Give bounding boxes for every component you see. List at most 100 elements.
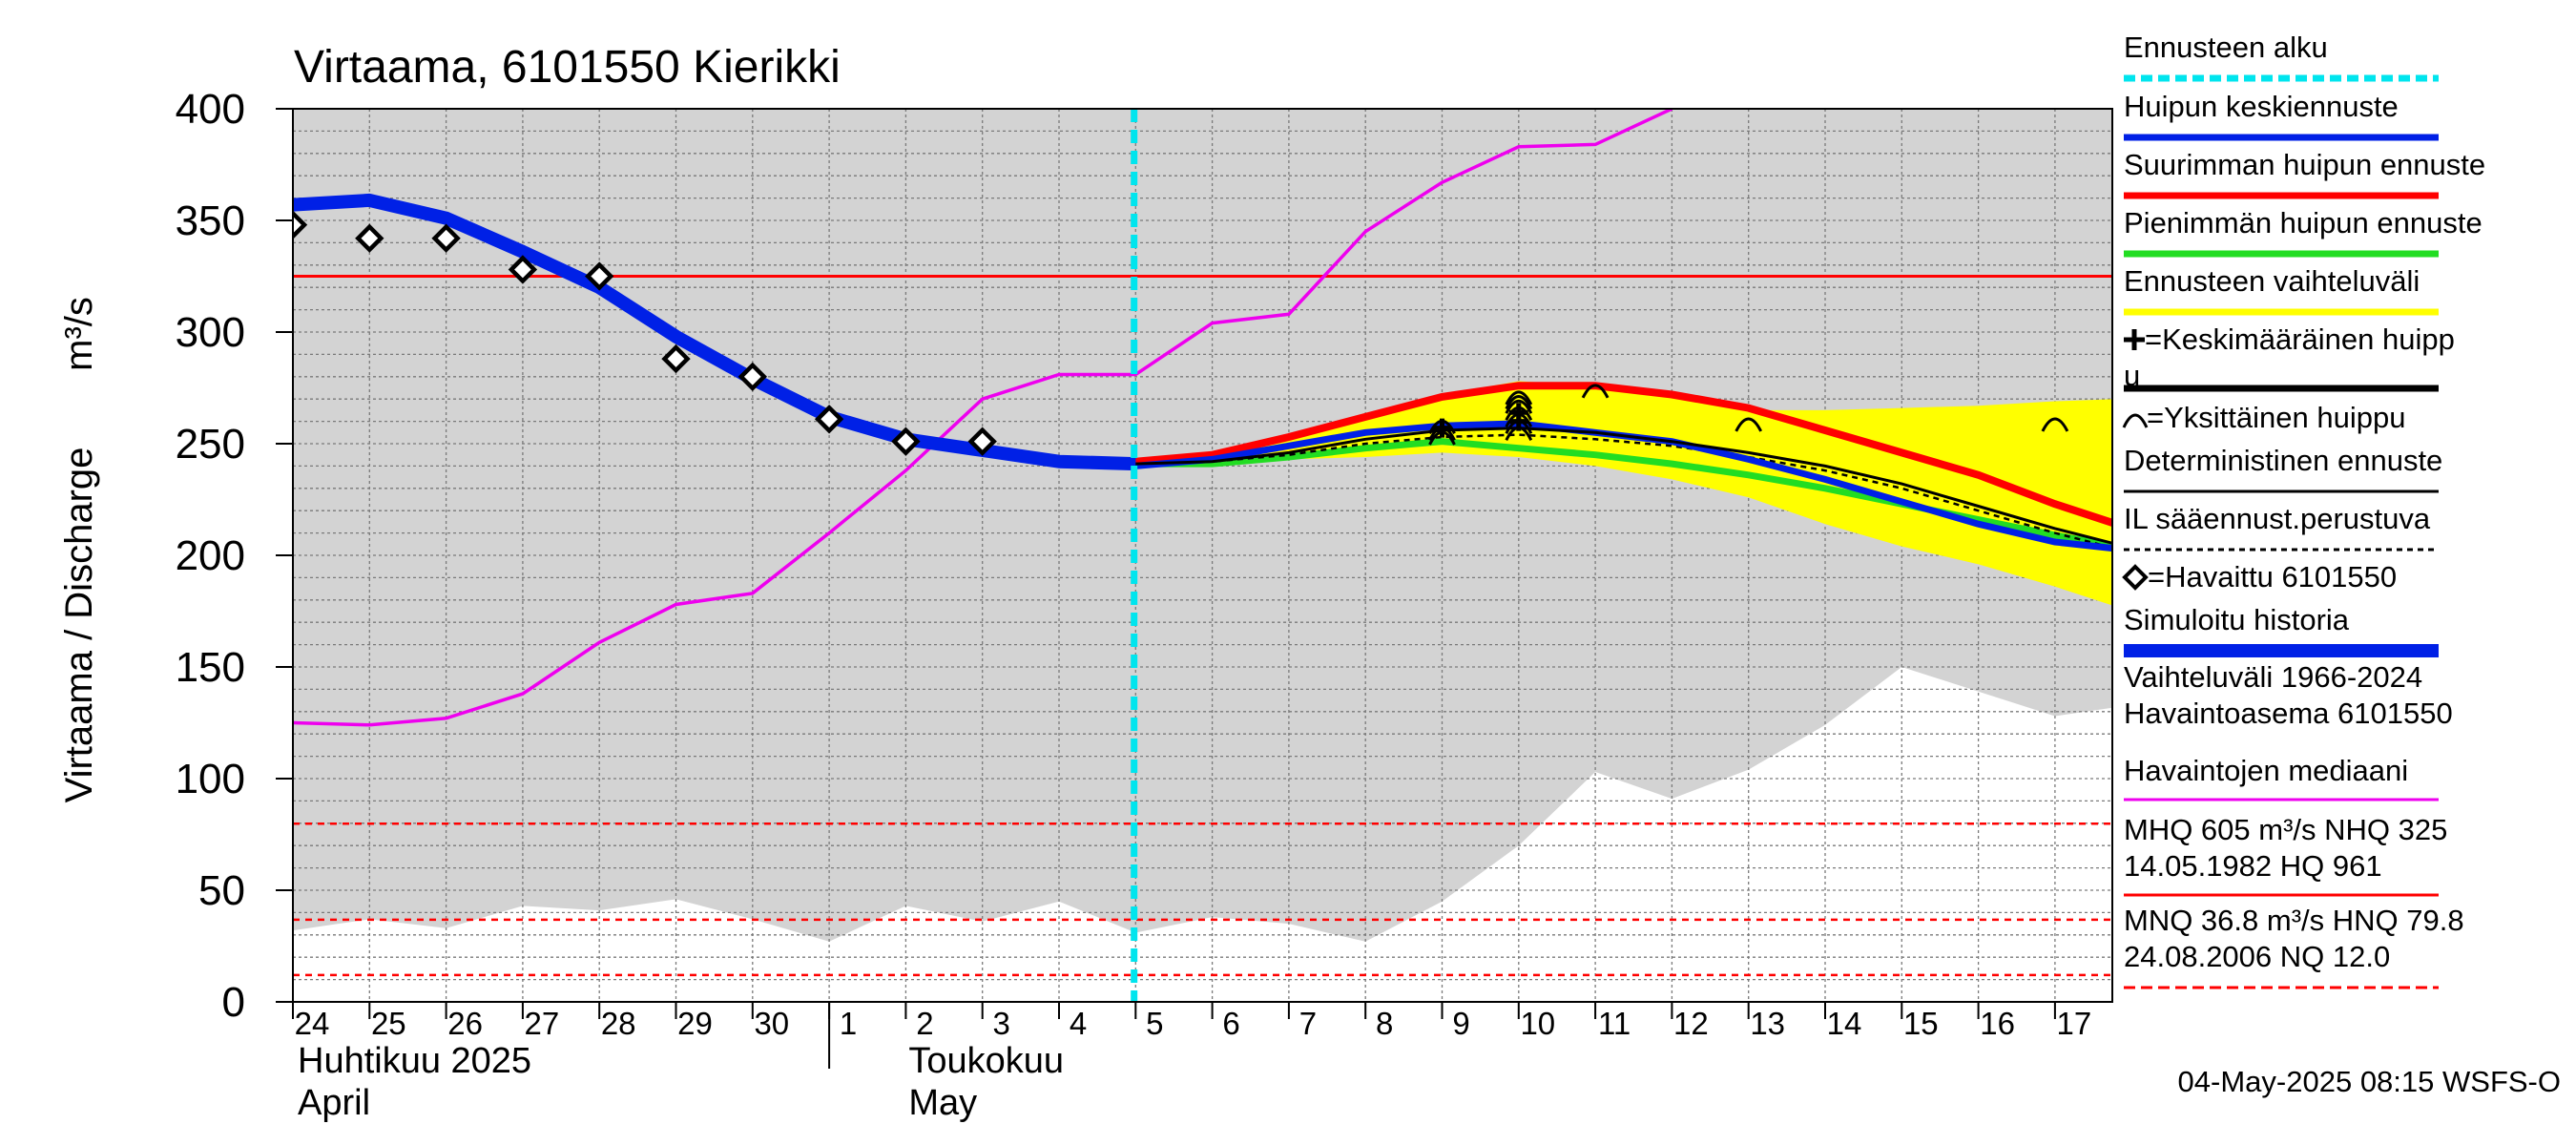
legend-label: Vaihteluväli 1966-2024 <box>2124 660 2422 694</box>
x-tick-label: 30 <box>754 1006 789 1041</box>
x-tick-label: 7 <box>1299 1006 1317 1041</box>
observed-point <box>661 344 691 374</box>
legend-label: =Keskimääräinen huipp <box>2145 323 2455 356</box>
legend-label: Ennusteen vaihteluväli <box>2124 264 2420 298</box>
month-label-en: April <box>298 1083 370 1123</box>
plot-border <box>292 108 2113 1003</box>
x-tick-label: 29 <box>677 1006 713 1041</box>
y-tick-label: 400 <box>176 86 245 133</box>
month-label-fi: Toukokuu <box>908 1041 1064 1081</box>
observed-point <box>737 362 767 391</box>
legend-label: Deterministinen ennuste <box>2124 444 2442 477</box>
plot-area <box>293 109 2112 1002</box>
observed-point <box>508 255 538 284</box>
x-tick-label: 14 <box>1827 1006 1862 1041</box>
y-axis-unit: m³/s <box>58 297 100 371</box>
x-tick-label: 10 <box>1520 1006 1555 1041</box>
legend-label: IL sääennust.perustuva <box>2124 502 2431 535</box>
y-tick-label: 0 <box>222 979 245 1026</box>
legend-item: Havaintojen mediaani <box>2124 754 2439 802</box>
y-tick-label: 250 <box>176 421 245 468</box>
legend-label: Havaintojen mediaani <box>2124 754 2408 787</box>
deterministic-forecast-line <box>1058 427 2112 545</box>
y-tick-label: 350 <box>176 198 245 244</box>
y-tick-label: 200 <box>176 532 245 579</box>
x-tick-label: 12 <box>1673 1006 1709 1041</box>
y-tick-label: 100 <box>176 756 245 802</box>
x-tick-label: 3 <box>993 1006 1010 1041</box>
legend-item: =Havaittu 6101550 <box>2122 560 2397 593</box>
x-tick-label: 8 <box>1376 1006 1393 1041</box>
legend-label: Huipun keskiennuste <box>2124 90 2399 123</box>
individual-peak-marker <box>1735 417 1763 432</box>
individual-peak-marker <box>1505 399 1533 414</box>
x-tick-label: 26 <box>447 1006 483 1041</box>
legend-label: MHQ 605 m³/s NHQ 325 <box>2124 813 2447 846</box>
legend-item: =Keskimääräinen huippu <box>2124 323 2455 392</box>
individual-peak-marker <box>2041 417 2069 432</box>
legend-item: Ennusteen alku <box>2124 31 2439 82</box>
legend-item: Vaihteluväli 1966-2024 Havaintoasema 610… <box>2124 660 2453 730</box>
median-line <box>293 109 1673 727</box>
month-label-fi: Huhtikuu 2025 <box>298 1041 531 1081</box>
legend-label: Suurimman huipun ennuste <box>2124 148 2485 181</box>
legend-label: =Havaittu 6101550 <box>2148 560 2397 593</box>
month-label-en: May <box>908 1083 977 1123</box>
observed-point <box>814 405 844 434</box>
chart-title: Virtaama, 6101550 Kierikki <box>294 42 841 93</box>
legend-label-line2: Havaintoasema 6101550 <box>2124 697 2453 730</box>
legend-label: Simuloitu historia <box>2124 603 2350 636</box>
y-axis-label: Virtaama / Discharge <box>58 448 100 803</box>
x-tick-label: 5 <box>1146 1006 1163 1041</box>
legend-label-line2: 14.05.1982 HQ 961 <box>2124 849 2382 883</box>
timestamp-footer: 04-May-2025 08:15 WSFS-O <box>2178 1065 2561 1098</box>
observed-point <box>585 261 614 291</box>
legend-item: Deterministinen ennuste <box>2124 444 2442 493</box>
legend-item: Pienimmän huipun ennuste <box>2124 206 2483 258</box>
legend-label: MNQ 36.8 m³/s HNQ 79.8 <box>2124 904 2464 937</box>
x-tick-label: 2 <box>916 1006 933 1041</box>
mean-peak-marker <box>1508 403 1528 423</box>
x-tick-label: 28 <box>601 1006 636 1041</box>
observed-point <box>967 427 997 456</box>
observed-point <box>355 223 384 253</box>
legend-label: =Yksittäinen huippu <box>2147 401 2405 434</box>
legend-label-line2: 24.08.2006 NQ 12.0 <box>2124 940 2390 973</box>
y-tick-label: 50 <box>198 867 245 914</box>
x-tick-label: 4 <box>1070 1006 1087 1041</box>
legend-item: Simuloitu historia <box>2124 603 2439 657</box>
legend-item: MNQ 36.8 m³/s HNQ 79.824.08.2006 NQ 12.0 <box>2124 904 2464 989</box>
legend-label-line2: u <box>2124 359 2140 392</box>
individual-peak-marker <box>1505 390 1533 406</box>
y-tick-label: 300 <box>176 309 245 356</box>
legend-cross-icon <box>2124 329 2145 350</box>
legend-label: Ennusteen alku <box>2124 31 2328 64</box>
individual-peak-marker <box>1581 384 1610 399</box>
legend-arc-icon <box>2122 413 2149 428</box>
x-tick-label: 16 <box>1980 1006 2015 1041</box>
x-tick-label: 15 <box>1903 1006 1939 1041</box>
y-tick-label: 150 <box>176 644 245 691</box>
grid <box>293 109 2112 1002</box>
plot-series <box>293 109 2112 1002</box>
individual-peak-marker <box>1505 395 1533 410</box>
legend: Ennusteen alku Huipun keskiennuste Suurimm… <box>2122 31 2485 989</box>
x-tick-label: 1 <box>840 1006 857 1041</box>
x-axis: 24 25 26 27 28 29 30 1 2 3 4 5 6 7 8 9 10 11 12 13 14 15 16 17H… <box>292 1002 2092 1123</box>
observed-point <box>293 210 308 239</box>
legend-label: Pienimmän huipun ennuste <box>2124 206 2483 239</box>
simulated-history-line <box>293 193 1136 471</box>
x-tick-label: 17 <box>2057 1006 2092 1041</box>
legend-item: Huipun keskiennuste <box>2124 90 2439 141</box>
legend-item: Suurimman huipun ennuste <box>2124 148 2485 199</box>
mean-peak-marker <box>1432 418 1452 438</box>
observed-point <box>891 427 921 456</box>
x-tick-label: 9 <box>1452 1006 1469 1041</box>
legend-item: Ennusteen vaihteluväli <box>2124 264 2439 316</box>
legend-item: =Yksittäinen huippu <box>2122 401 2405 434</box>
x-tick-label: 25 <box>371 1006 406 1041</box>
x-tick-label: 6 <box>1222 1006 1239 1041</box>
x-tick-label: 11 <box>1598 1006 1631 1041</box>
